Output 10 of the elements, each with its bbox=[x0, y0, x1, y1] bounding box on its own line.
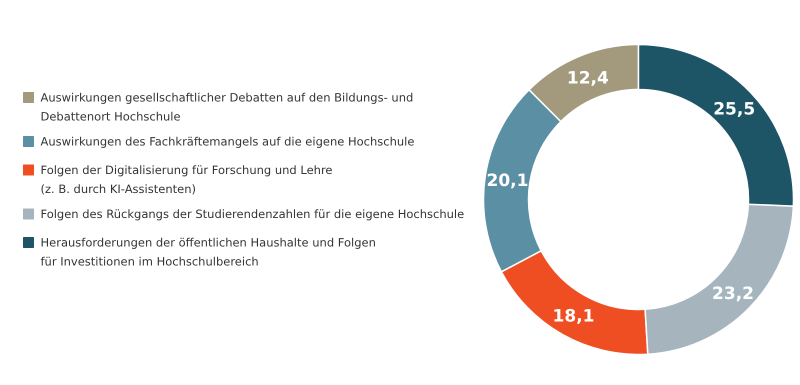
data-label: 25,5 bbox=[713, 99, 756, 120]
data-label: 20,1 bbox=[486, 171, 528, 192]
legend-label: Auswirkungen gesellschaftlicher Debatten auf den Bildungs- und Debattenort Hochschule bbox=[40, 90, 414, 124]
legend-label: Auswirkungen des Fachkräftemangels auf die eigene Hochschule bbox=[40, 134, 414, 148]
data-label: 12,4 bbox=[566, 68, 609, 89]
legend-label: Folgen der Digitalisierung für Forschung und Lehre (z. B. durch KI-Assistenten) bbox=[40, 163, 333, 196]
data-label: 23,2 bbox=[712, 284, 754, 304]
legend-label: Folgen des Rückgangs der Studierendenzahlen für die eigene Hochschule bbox=[40, 207, 464, 221]
data-label: 18,1 bbox=[552, 306, 595, 326]
legend-label: Herausforderungen der öffentlichen Haushalte und Folgen für Investitionen im Hochschulbereich bbox=[40, 236, 376, 268]
